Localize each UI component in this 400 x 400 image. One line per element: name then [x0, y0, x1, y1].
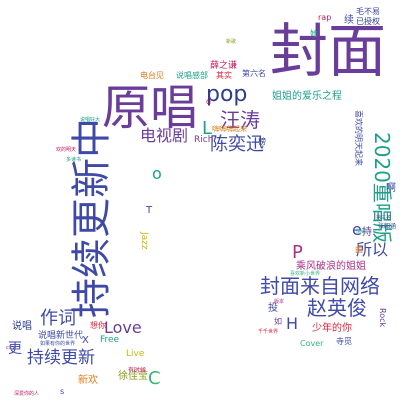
word-shaoniandeni: 少年的你 [312, 323, 352, 334]
word-ta: 她 [310, 29, 318, 38]
word-shuochanghaoda: 说唱好大 [80, 117, 101, 123]
word-huan-mingtian: 欢的明天 [56, 147, 77, 153]
word-banben: 版本 [274, 299, 285, 305]
word-s: s [60, 387, 65, 396]
word-zuoci: 作词 [40, 308, 76, 329]
word-ruguoyouni: 如果有你的世界 [40, 341, 76, 347]
word-qu: 曲 [355, 245, 363, 254]
word-fengmianlaiziwangluo: 封面来自网络 [260, 274, 380, 298]
word-live: Live [126, 349, 145, 359]
word-e: e [352, 220, 362, 239]
word-chenyixun: 陈奕迅 [210, 134, 264, 155]
word-xinhuan: 新欢 [78, 375, 98, 386]
word-jazz: Jazz [139, 232, 149, 250]
word-xiangni: 想你 [90, 321, 106, 330]
word-love: Love [104, 318, 142, 337]
word-rock: Rock [378, 308, 387, 328]
word-suoyi: 所以 [356, 240, 389, 259]
word-xujiaying: 徐佳莹 [118, 371, 148, 382]
word-haihaihai: 嗨嗨嗨起来 [212, 125, 247, 133]
word-xihuanxinxiaoshijie: 喜欢新小世界 [290, 271, 321, 277]
word-yuanchang: 原唱 [102, 80, 199, 136]
word-chixugengxin: 持续更新 [27, 348, 95, 368]
word-C: C [148, 368, 161, 389]
word-zhaoyingjun: 赵英俊 [307, 296, 367, 320]
word-city: city [6, 345, 16, 351]
word-rap: rap [318, 13, 332, 22]
word-qianqianshijie: 千千世界 [258, 329, 279, 335]
word-X: X [82, 335, 89, 346]
word-H: H [286, 314, 299, 333]
word-xihuan-long: 喜欢的明天起来 [354, 110, 363, 166]
word-dianshiju: 电视剧 [140, 126, 189, 145]
word-xu: 续 [344, 15, 354, 26]
word-chi: 持 [362, 227, 372, 238]
word-tou: 投 [268, 303, 278, 314]
word-bang: 榜 [258, 137, 266, 146]
word-P: P [292, 242, 303, 263]
word-duodushu: 多读书 [66, 157, 82, 163]
word-fengmian: 封面 [270, 17, 387, 85]
word-shuochang: 说唱 [12, 321, 32, 332]
word-zhangshaohan: 张韶涵 [378, 223, 397, 230]
word-xuezhiqian: 薛之谦 [210, 61, 238, 71]
word-L: L [202, 118, 213, 139]
word-simi: 寺觅 [336, 337, 352, 346]
word-chengfeng: 乘风破浪的姐姐 [296, 261, 366, 272]
word-free: Free [100, 335, 120, 345]
word-geng: 更 [8, 341, 22, 357]
word-shuochangxinshidai: 说唱新世代 [38, 331, 84, 341]
word-qishi: 其实 [216, 71, 232, 80]
word-a: 啊 [386, 183, 396, 194]
word-d: d [206, 97, 212, 106]
word-diantaijian: 电台见 [140, 71, 164, 80]
word-chixugengxinzhong: 持续更新中 [69, 118, 115, 318]
word-youshihou: 有时候 [128, 367, 147, 374]
word-ru: 如 [274, 317, 282, 326]
word-wangtao: 汪涛 [220, 108, 260, 132]
word-qingxu: 情绪 [356, 229, 367, 235]
word-shenaini: 深爱你的人 [14, 391, 40, 397]
word-pop: pop [206, 82, 248, 107]
word-shuochanggabu: 说唱感部 [176, 71, 208, 80]
word-jiejie-aile: 姐姐的爱乐之程 [272, 91, 342, 102]
word-yishouquan: 已授权 [356, 17, 380, 26]
word-o: o [152, 164, 162, 183]
word-T: T [146, 205, 153, 216]
word-cover: Cover [300, 339, 324, 348]
word-xinge: 新歌 [226, 39, 237, 45]
word-diliuming: 第六名 [242, 69, 266, 78]
word-maobuyi: 毛不易 [356, 7, 380, 16]
word-disanming: 第三名 [376, 215, 392, 221]
word-rich: Rich [194, 135, 214, 145]
